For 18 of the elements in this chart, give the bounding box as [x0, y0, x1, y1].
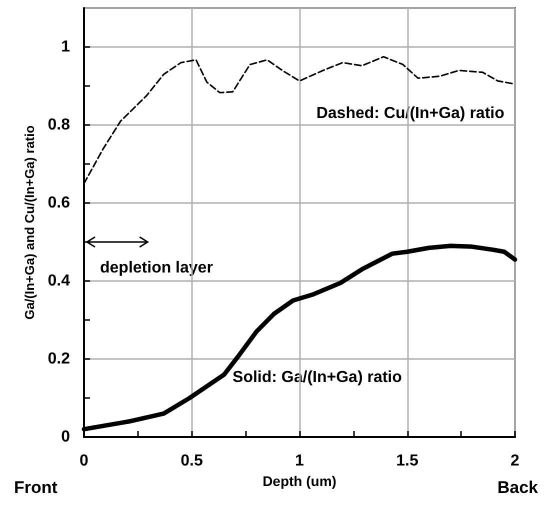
- x-tick-label: 1: [295, 452, 304, 470]
- y-tick-label: 0.6: [48, 194, 70, 212]
- annotation: Dashed: Cu/(In+Ga) ratio: [316, 105, 505, 122]
- x-tick-label: 1.5: [396, 452, 418, 470]
- annotation: Solid: Ga/(In+Ga) ratio: [232, 368, 402, 386]
- y-tick-label: 1: [61, 38, 70, 56]
- text: Front: [14, 478, 58, 497]
- x-tick-label: 2: [510, 452, 520, 470]
- x-tick-label: 0: [80, 452, 89, 470]
- text: Back: [497, 478, 539, 497]
- x-tick-label: 0.5: [180, 452, 203, 470]
- y-tick-label: 0: [61, 428, 70, 446]
- y-tick-label: 0.2: [48, 350, 70, 368]
- y-tick-label: 0.4: [48, 272, 70, 290]
- annotation: depletion layer: [100, 259, 213, 276]
- y-axis-title: Ga/(In+Ga) and Cu/(In+Ga) ratio: [22, 125, 37, 320]
- y-tick-label: 0.8: [48, 116, 70, 134]
- x-axis-title: Depth (um): [262, 472, 336, 489]
